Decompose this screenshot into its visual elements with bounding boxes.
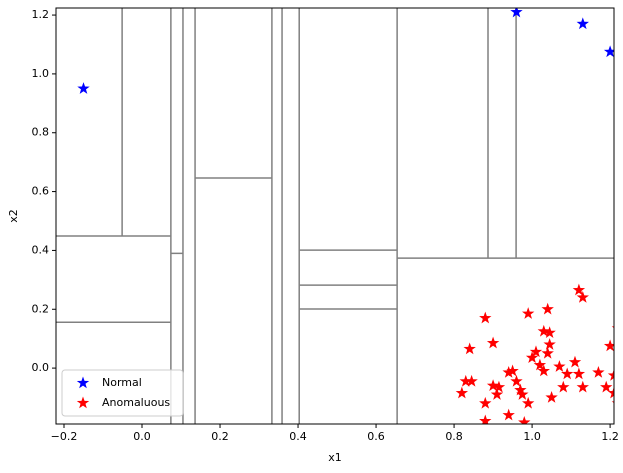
point xyxy=(518,416,531,424)
x-axis-label: x1 xyxy=(328,451,342,464)
point xyxy=(537,324,550,337)
point xyxy=(568,355,582,368)
point xyxy=(486,336,500,349)
x-tick-label: 1.2 xyxy=(601,430,619,443)
point xyxy=(459,374,472,387)
point xyxy=(576,290,589,303)
y-tick-label: 0.8 xyxy=(32,126,50,139)
y-tick-label: 0.0 xyxy=(32,361,50,374)
point xyxy=(576,380,589,393)
x-tick-label: 0.8 xyxy=(445,430,463,443)
point xyxy=(529,345,543,358)
point xyxy=(479,396,492,409)
x-tick-label: 0.4 xyxy=(289,430,307,443)
x-tick-label: 0.2 xyxy=(211,430,229,443)
axes-frame xyxy=(55,7,615,425)
y-axis-label: x2 xyxy=(7,209,20,223)
point xyxy=(543,338,556,350)
point xyxy=(516,388,529,400)
y-tick-label: 1.0 xyxy=(32,67,50,80)
point xyxy=(576,17,589,30)
point xyxy=(553,360,566,372)
point xyxy=(522,307,535,319)
point xyxy=(561,367,574,380)
legend-marker xyxy=(76,396,90,409)
point xyxy=(611,326,614,329)
x-tick-label: 0.6 xyxy=(367,430,385,443)
point xyxy=(510,374,523,387)
x-tick-label: −0.2 xyxy=(51,430,78,443)
point xyxy=(506,364,519,377)
point xyxy=(502,366,515,378)
point xyxy=(522,396,535,409)
point xyxy=(514,383,527,396)
point xyxy=(607,368,614,381)
legend-label: Normal xyxy=(102,376,142,389)
point xyxy=(603,339,614,352)
point xyxy=(600,380,613,393)
point xyxy=(510,8,523,18)
point xyxy=(592,366,605,378)
point xyxy=(541,302,554,315)
point xyxy=(557,380,570,393)
point xyxy=(533,358,547,371)
x-tick-label: 1.0 xyxy=(523,430,541,443)
x-tick-label: 0.0 xyxy=(133,430,151,443)
legend-label: Anomaluous xyxy=(102,396,170,409)
y-tick-label: 1.2 xyxy=(32,8,50,21)
legend-marker xyxy=(76,376,90,389)
point xyxy=(463,342,476,355)
point xyxy=(572,283,586,296)
point xyxy=(490,388,504,400)
y-tick-label: 0.2 xyxy=(32,302,50,315)
point xyxy=(545,391,558,403)
legend-box xyxy=(61,369,184,417)
point xyxy=(465,374,478,387)
y-tick-label: 0.4 xyxy=(32,243,50,256)
point xyxy=(77,82,90,94)
point xyxy=(525,351,539,364)
plot-area xyxy=(56,8,614,424)
point xyxy=(479,414,492,424)
point xyxy=(492,380,506,393)
point xyxy=(541,346,554,359)
point xyxy=(607,386,614,399)
point xyxy=(502,408,515,421)
point xyxy=(455,386,469,399)
point xyxy=(603,45,614,58)
point xyxy=(479,311,492,324)
point xyxy=(611,401,614,404)
point xyxy=(543,326,556,339)
y-tick-label: 0.6 xyxy=(32,185,50,198)
point xyxy=(572,367,586,380)
point xyxy=(486,379,500,392)
point xyxy=(537,364,550,377)
